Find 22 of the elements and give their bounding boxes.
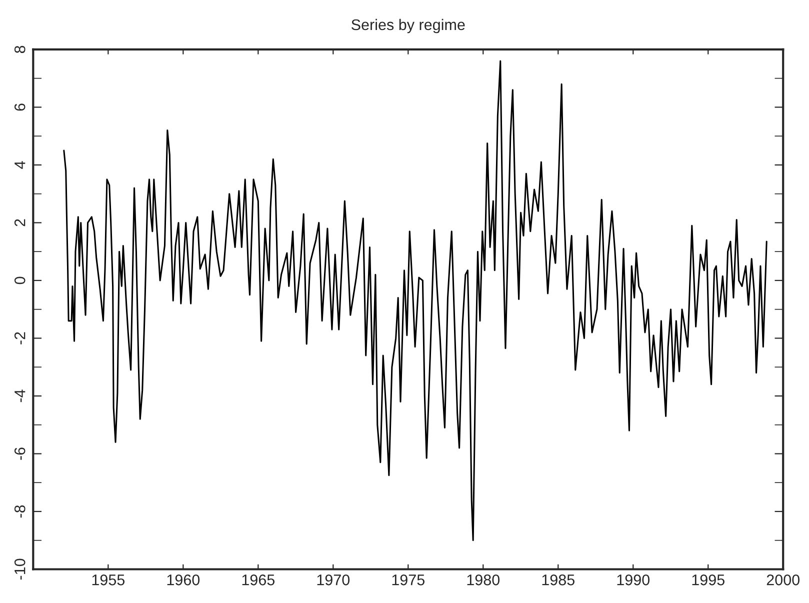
x-tick-label: 1960 <box>167 574 200 586</box>
x-tick-label: 1975 <box>392 574 424 586</box>
y-tick-label: 4 <box>14 161 26 169</box>
y-tick-label: -6 <box>14 448 26 460</box>
chart-title: Series by regime <box>352 18 465 34</box>
x-tick-label: 2000 <box>766 574 800 586</box>
y-tick-label: 0 <box>14 276 26 284</box>
y-tick-label: -2 <box>14 332 26 344</box>
y-tick-label: -4 <box>14 390 26 402</box>
x-tick-label: 1955 <box>92 574 125 586</box>
y-tick-label: 8 <box>14 46 26 54</box>
y-tick-label: 2 <box>14 219 26 226</box>
y-tick-label: 6 <box>14 104 26 111</box>
y-tick-label: -10 <box>14 558 26 580</box>
x-tick-label: 1980 <box>467 574 500 586</box>
y-tick-label: -8 <box>14 505 26 518</box>
x-tick-label: 1985 <box>542 574 574 586</box>
x-tick-label: 1990 <box>617 574 650 586</box>
x-tick-label: 1995 <box>692 574 724 586</box>
x-tick-label: 1965 <box>242 574 275 586</box>
line-series <box>63 60 768 542</box>
x-tick-label: 1970 <box>317 574 350 586</box>
